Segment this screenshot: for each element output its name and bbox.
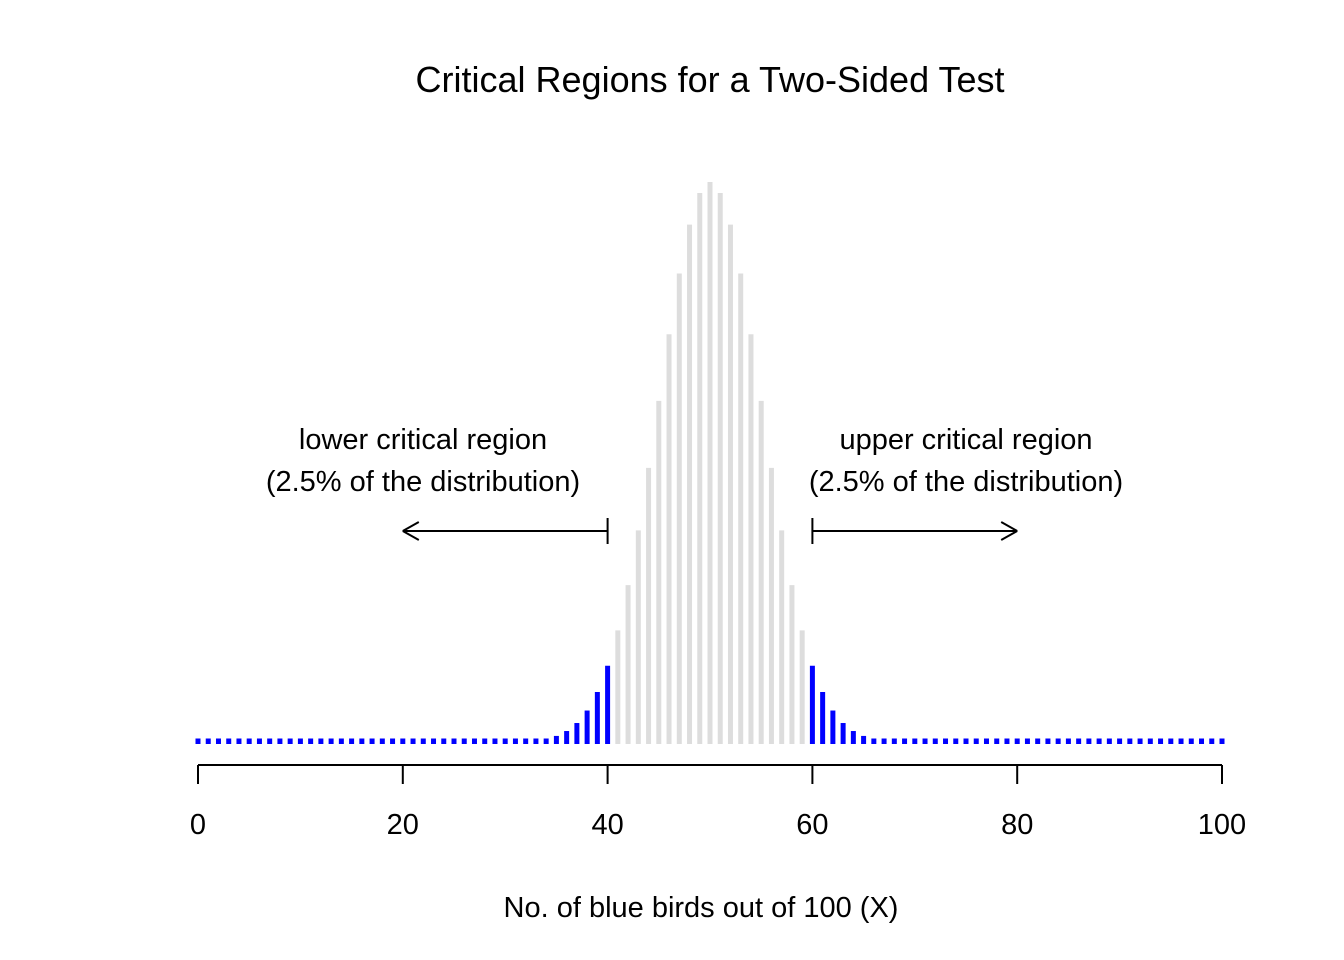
x-axis-label: No. of blue birds out of 100 (X) bbox=[504, 892, 899, 924]
x-tick-label-80: 80 bbox=[1001, 809, 1033, 841]
x-tick-label-0: 0 bbox=[190, 809, 206, 841]
lower-region-arrow bbox=[402, 518, 609, 544]
annotation-arrows bbox=[402, 518, 1018, 544]
x-axis: 0 20 40 60 80 100 bbox=[190, 764, 1246, 841]
chart-title: Critical Regions for a Two-Sided Test bbox=[416, 59, 1005, 100]
upper-region-arrow bbox=[811, 518, 1018, 544]
x-tick-label-40: 40 bbox=[591, 809, 623, 841]
x-tick-label-20: 20 bbox=[387, 809, 419, 841]
upper-region-label-line2: (2.5% of the distribution) bbox=[809, 466, 1123, 498]
lower-region-label-line2: (2.5% of the distribution) bbox=[266, 466, 580, 498]
x-tick-label-60: 60 bbox=[796, 809, 828, 841]
x-tick-label-100: 100 bbox=[1198, 809, 1246, 841]
bars-group bbox=[195, 182, 1225, 744]
upper-region-label-line1: upper critical region bbox=[839, 424, 1092, 456]
lower-region-label-line1: lower critical region bbox=[299, 424, 547, 456]
